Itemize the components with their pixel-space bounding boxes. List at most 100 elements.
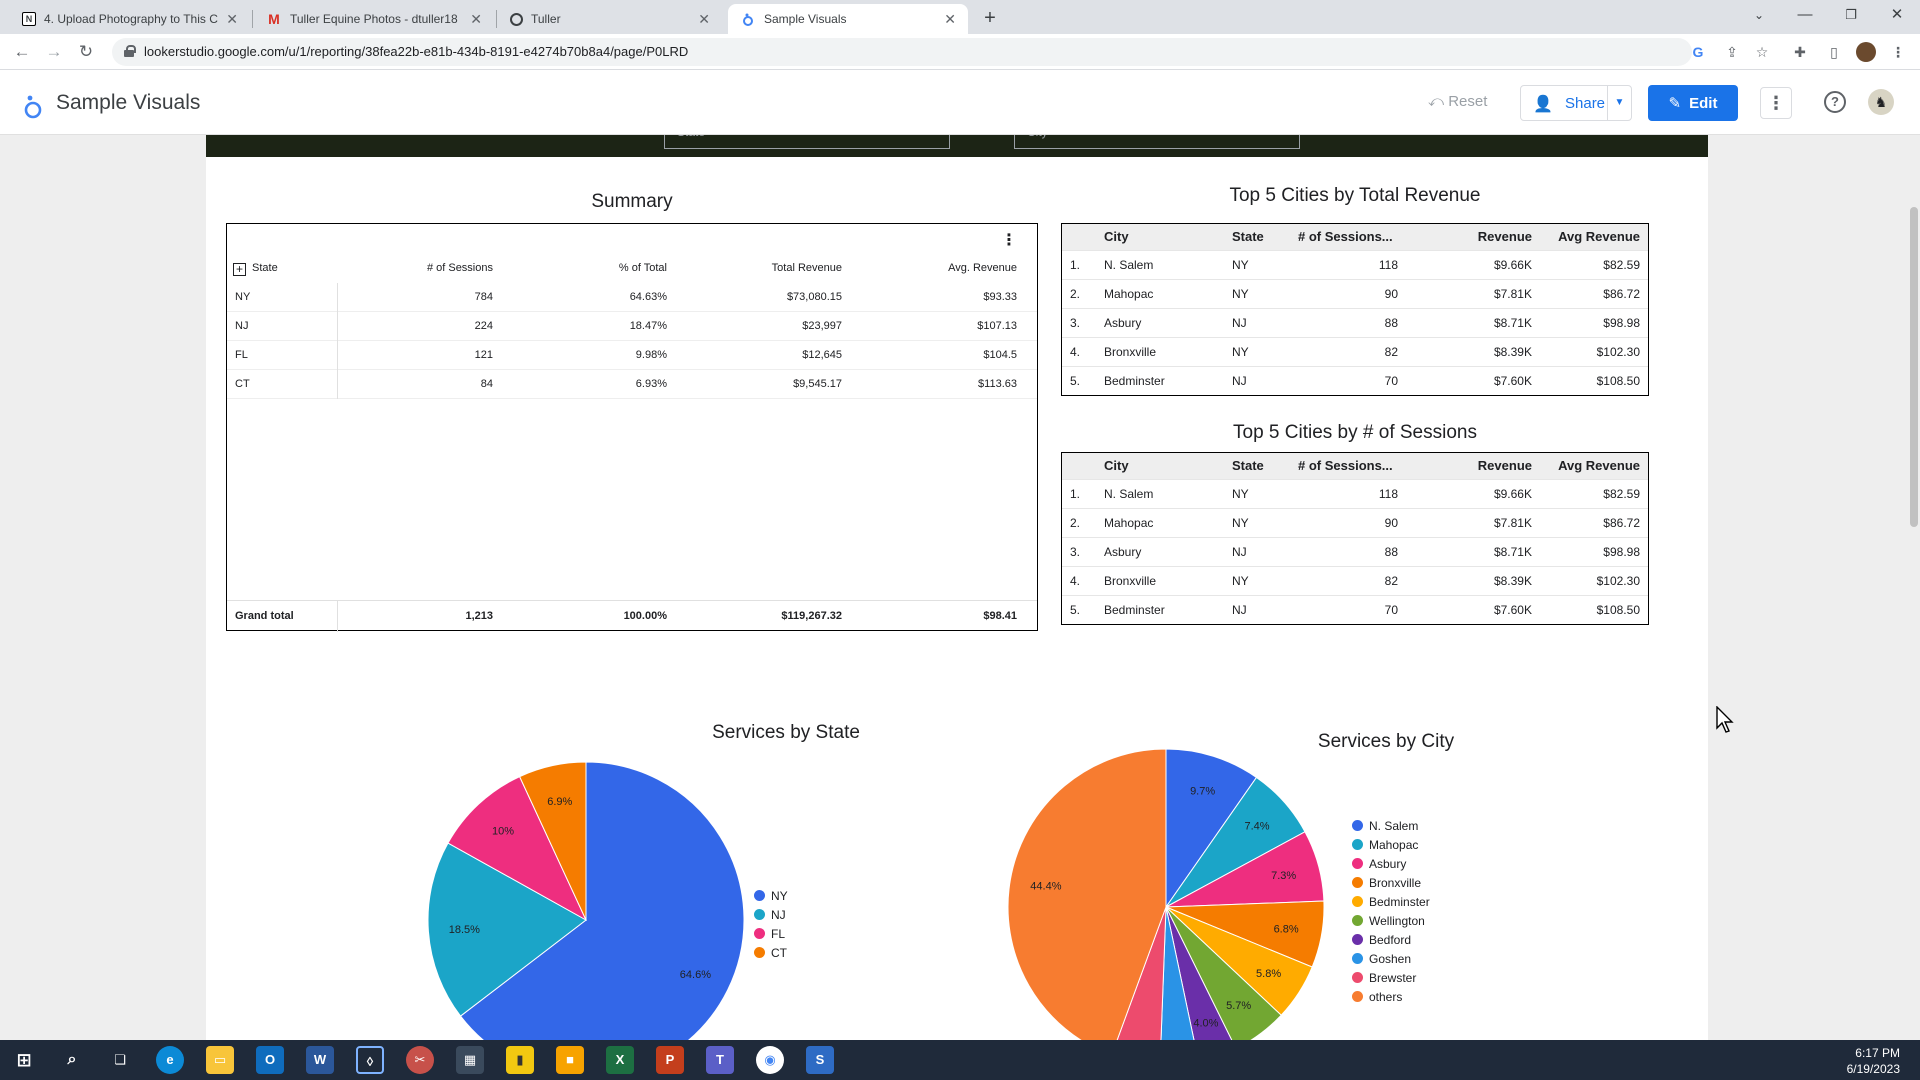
pie-slice-others[interactable]	[1007, 748, 1167, 1040]
col-sessions[interactable]: # of Sessions...	[1298, 229, 1393, 244]
help-icon[interactable]: ?	[1824, 91, 1846, 113]
powerpoint-icon[interactable]: P	[656, 1046, 684, 1074]
system-clock[interactable]: 6:17 PM 6/19/2023	[1847, 1045, 1900, 1077]
state-filter[interactable]: State	[664, 135, 950, 149]
reset-button[interactable]: ⤺ Reset	[1428, 93, 1487, 110]
snipping-icon[interactable]: ✂	[406, 1046, 434, 1074]
table-row[interactable]: 2. Mahopac NY 90 $7.81K $86.72	[1062, 279, 1648, 308]
reload-icon[interactable]: ↻	[78, 42, 94, 61]
tab-search-icon[interactable]: ⌄	[1753, 8, 1765, 22]
app-icon[interactable]: S	[806, 1046, 834, 1074]
table-row[interactable]: 1. N. Salem NY 118 $9.66K $82.59	[1062, 250, 1648, 279]
legend-item[interactable]: N. Salem	[1352, 816, 1430, 835]
browser-menu-icon[interactable]: ⋮	[1891, 44, 1905, 60]
legend-item[interactable]: Bedminster	[1352, 892, 1430, 911]
expand-icon[interactable]: +	[233, 263, 246, 276]
share-page-icon[interactable]: ⇪	[1726, 44, 1738, 60]
pie-slice-wellington[interactable]	[1165, 906, 1282, 1040]
google-icon[interactable]: G	[1692, 44, 1704, 60]
pie-slice-brewster[interactable]	[1112, 906, 1167, 1040]
profile-avatar[interactable]	[1856, 42, 1876, 62]
file-explorer-icon[interactable]: ▭	[206, 1046, 234, 1074]
windows-start-icon[interactable]: ⊞	[16, 1050, 32, 1070]
col-state[interactable]: State	[1232, 458, 1264, 473]
table-options-icon[interactable]: ⋮	[1001, 232, 1017, 249]
browser-tab-sample-visuals[interactable]: Sample Visuals ✕	[728, 4, 968, 34]
task-view-icon[interactable]: ❏	[114, 1052, 126, 1067]
legend-item[interactable]: Asbury	[1352, 854, 1430, 873]
back-arrow-icon[interactable]: ←	[13, 42, 31, 61]
table-row[interactable]: 4. Bronxville NY 82 $8.39K $102.30	[1062, 337, 1648, 366]
more-options-icon[interactable]: ⋮	[1760, 87, 1792, 119]
col-city[interactable]: City	[1104, 458, 1129, 473]
table-row[interactable]: 3. Asbury NJ 88 $8.71K $98.98	[1062, 308, 1648, 337]
col-sessions[interactable]: # of Sessions...	[1298, 458, 1393, 473]
browser-tab-gmail[interactable]: M Tuller Equine Photos - dtuller18 ✕	[254, 4, 494, 34]
table-row[interactable]: NJ 224 18.47% $23,997 $107.13	[227, 312, 1037, 341]
chrome-icon[interactable]: ◉	[756, 1046, 784, 1074]
pie-slice-n-salem[interactable]	[1165, 748, 1258, 909]
edge-icon[interactable]: e	[156, 1046, 184, 1074]
state-column-header[interactable]: + State	[233, 254, 278, 283]
restore-icon[interactable]: ❐	[1845, 7, 1857, 22]
power-bi-icon[interactable]: ▮	[506, 1046, 534, 1074]
col-sessions[interactable]: # of Sessions	[426, 262, 493, 274]
legend-item[interactable]: Bronxville	[1352, 873, 1430, 892]
account-avatar[interactable]: ♞	[1868, 89, 1894, 115]
legend-item[interactable]: others	[1352, 987, 1430, 1006]
forward-arrow-icon[interactable]: →	[45, 42, 63, 61]
table-row[interactable]: 2. Mahopac NY 90 $7.81K $86.72	[1062, 508, 1648, 537]
legend-item[interactable]: CT	[754, 943, 788, 962]
col-revenue[interactable]: Revenue	[1477, 229, 1532, 244]
edit-button[interactable]: ✎ Edit	[1648, 85, 1738, 121]
pie-slice-goshen[interactable]	[1160, 906, 1198, 1040]
pie-slice-fl[interactable]	[447, 775, 588, 922]
close-tab-icon[interactable]: ✕	[226, 10, 238, 27]
close-tab-icon[interactable]: ✕	[698, 10, 710, 27]
table-row[interactable]: NY 784 64.63% $73,080.15 $93.33	[227, 283, 1037, 312]
legend-item[interactable]: Mahopac	[1352, 835, 1430, 854]
close-tab-icon[interactable]: ✕	[944, 10, 956, 27]
extensions-puzzle-icon[interactable]: ✚	[1794, 44, 1806, 60]
legend-item[interactable]: NJ	[754, 905, 788, 924]
pie-slice-ny[interactable]	[459, 761, 745, 1040]
share-dropdown-icon[interactable]: ▼	[1607, 86, 1631, 120]
col-total-revenue[interactable]: Total Revenue	[771, 262, 842, 274]
col-revenue[interactable]: Revenue	[1477, 458, 1532, 473]
defender-icon[interactable]: ◊	[356, 1046, 384, 1074]
looker-studio-logo[interactable]	[22, 93, 44, 119]
close-window-icon[interactable]: ✕	[1890, 6, 1904, 23]
table-row[interactable]: 3. Asbury NJ 88 $8.71K $98.98	[1062, 537, 1648, 566]
new-tab-button[interactable]: +	[984, 7, 996, 29]
col-avg-revenue[interactable]: Avg. Revenue	[948, 262, 1017, 274]
legend-item[interactable]: Wellington	[1352, 911, 1430, 930]
table-row[interactable]: 1. N. Salem NY 118 $9.66K $82.59	[1062, 479, 1648, 508]
word-icon[interactable]: W	[306, 1046, 334, 1074]
col-percent-total[interactable]: % of Total	[618, 262, 667, 274]
pie-slice-ct[interactable]	[518, 761, 587, 921]
legend-item[interactable]: Brewster	[1352, 968, 1430, 987]
col-state[interactable]: State	[1232, 229, 1264, 244]
outlook-icon[interactable]: O	[256, 1046, 284, 1074]
col-avg-revenue[interactable]: Avg Revenue	[1558, 229, 1640, 244]
city-filter[interactable]: City	[1014, 135, 1300, 149]
page-scrollbar[interactable]	[1910, 207, 1918, 527]
table-row[interactable]: 4. Bronxville NY 82 $8.39K $102.30	[1062, 566, 1648, 595]
pie-slice-nj[interactable]	[427, 842, 587, 1017]
bookmark-star-icon[interactable]: ☆	[1755, 44, 1769, 60]
teams-icon[interactable]: T	[706, 1046, 734, 1074]
legend-item[interactable]: FL	[754, 924, 788, 943]
legend-item[interactable]: Goshen	[1352, 949, 1430, 968]
browser-tab-notion[interactable]: N 4. Upload Photography to This C ✕	[10, 4, 250, 34]
side-panel-icon[interactable]: ▯	[1830, 44, 1838, 60]
sticky-notes-icon[interactable]: ■	[556, 1046, 584, 1074]
col-city[interactable]: City	[1104, 229, 1129, 244]
table-row[interactable]: FL 121 9.98% $12,645 $104.5	[227, 341, 1037, 370]
pie-slice-bedford[interactable]	[1165, 906, 1236, 1040]
table-row[interactable]: 5. Bedminster NJ 70 $7.60K $108.50	[1062, 366, 1648, 395]
address-bar[interactable]: lookerstudio.google.com/u/1/reporting/38…	[112, 38, 1692, 66]
share-button[interactable]: 👤 Share ▼	[1520, 85, 1632, 121]
close-tab-icon[interactable]: ✕	[470, 10, 482, 27]
minimize-icon[interactable]: —	[1797, 6, 1813, 23]
search-icon[interactable]: ⌕	[67, 1051, 77, 1068]
